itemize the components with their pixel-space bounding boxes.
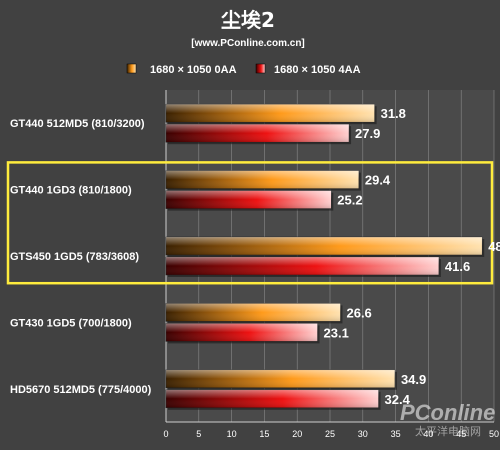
value-label: 25.2 [337, 193, 362, 208]
highlight-boxes [6, 161, 494, 285]
bar-highlight [166, 104, 375, 123]
legend-label-0aa: 1680 × 1050 0AA [150, 64, 237, 76]
legend-swatch-4aa [255, 63, 266, 74]
bar-highlight [166, 323, 318, 342]
x-tick-label: 25 [325, 429, 335, 439]
value-label: 23.1 [324, 325, 349, 340]
x-tick-label: 10 [227, 429, 237, 439]
x-tick-label: 30 [358, 429, 368, 439]
value-label: 31.8 [381, 106, 406, 121]
value-labels: 31.827.9 29.425.2 48.2 41.6 26.6 23.1 34.9 32.4 [324, 106, 500, 407]
legend-label-4aa: 1680 × 1050 4AA [274, 64, 361, 76]
bar-highlight [166, 190, 332, 209]
category-label: HD5670 512MD5 (775/4000) [10, 384, 152, 396]
chart-subtitle: [www.PConline.com.cn] [191, 38, 305, 49]
category-label: GT440 512MD5 (810/3200) [10, 118, 145, 130]
bar-highlight [166, 369, 395, 388]
highlight-box [6, 161, 494, 285]
legend: 1680 × 1050 0AA 1680 × 1050 4AA [126, 63, 361, 76]
x-tick-label: 35 [391, 429, 401, 439]
category-label: GT440 1GD3 (810/1800) [10, 185, 132, 197]
x-tick-label: 15 [259, 429, 269, 439]
watermark-logo: PConline [400, 400, 495, 425]
value-label: 34.9 [401, 372, 426, 387]
x-tick-label: 0 [163, 429, 168, 439]
category-labels: GT440 512MD5 (810/3200) GT440 1GD3 (810/1… [10, 118, 152, 396]
value-label: 48.2 [488, 239, 500, 254]
x-axis-ticks: 0 5 10 15 20 25 30 35 40 45 50 [163, 429, 499, 439]
value-label: 26.6 [346, 305, 371, 320]
bar-highlight [166, 170, 359, 189]
value-label: 27.9 [355, 126, 380, 141]
x-tick-label: 20 [292, 429, 302, 439]
bar-highlight [166, 124, 350, 143]
bars [165, 103, 485, 410]
bar-highlight [166, 237, 483, 255]
category-label: GTS450 1GD5 (783/3608) [10, 251, 139, 263]
x-tick-label: 40 [423, 429, 433, 439]
category-label: GT430 1GD5 (700/1800) [10, 317, 132, 329]
legend-swatch-0aa [126, 63, 137, 74]
bar-highlight [166, 257, 439, 275]
chart-title: 尘埃2 [221, 8, 275, 32]
value-label: 29.4 [365, 173, 391, 188]
x-tick-label: 5 [196, 429, 201, 439]
value-label: 32.4 [385, 392, 411, 407]
x-tick-label: 50 [489, 429, 499, 439]
watermark: PConline 太平洋电脑网 [400, 400, 495, 438]
bar-highlight [166, 389, 379, 408]
watermark-subtext: 太平洋电脑网 [415, 424, 481, 438]
x-tick-label: 45 [456, 429, 466, 439]
value-label: 41.6 [445, 259, 470, 274]
bar-highlight [166, 303, 341, 322]
